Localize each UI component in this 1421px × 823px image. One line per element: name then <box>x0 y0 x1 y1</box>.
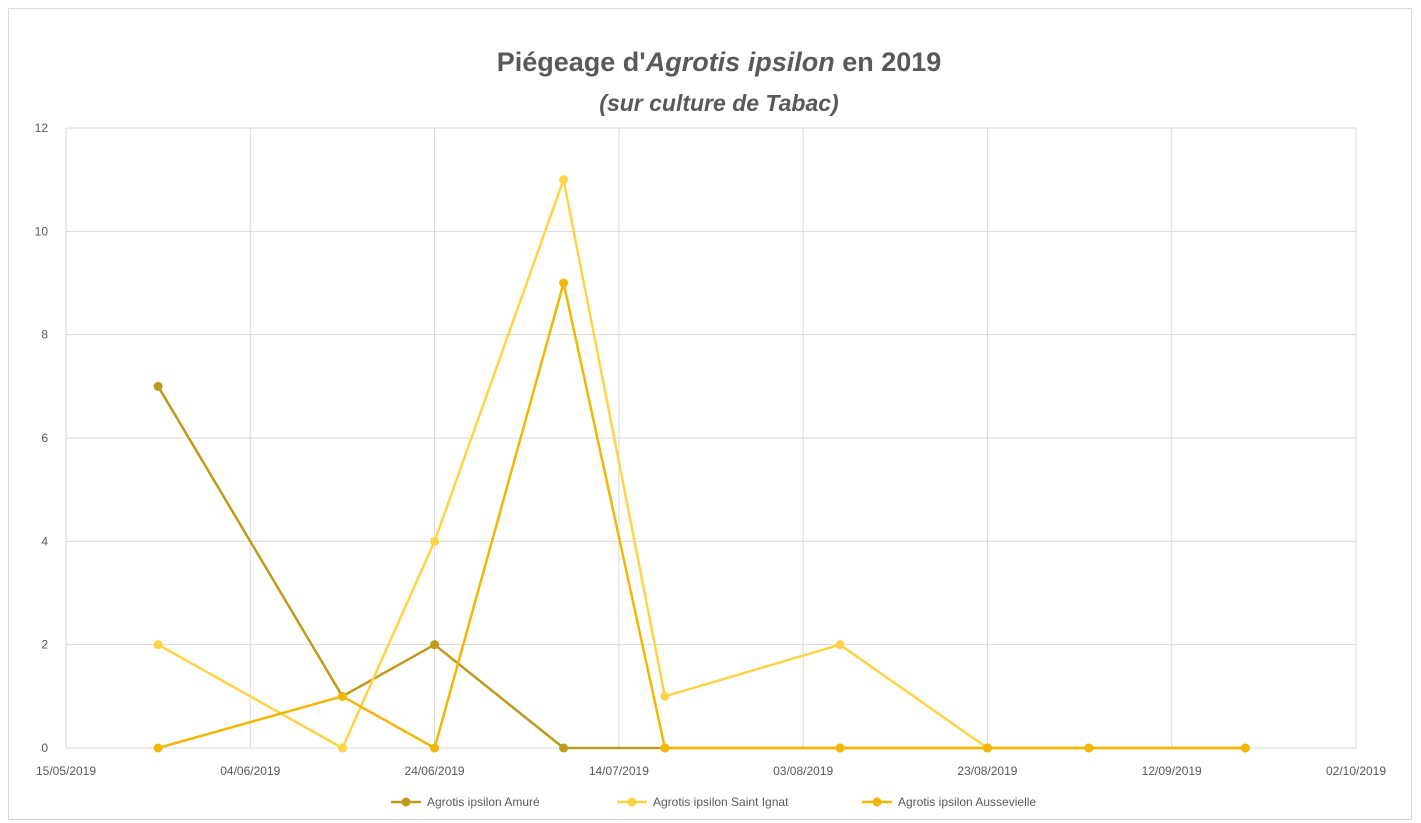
data-point <box>660 691 670 701</box>
x-tick-label: 12/09/2019 <box>1142 764 1202 778</box>
x-tick-label: 23/08/2019 <box>957 764 1017 778</box>
series-layer <box>153 175 1250 753</box>
y-tick-label: 10 <box>35 224 49 238</box>
data-point <box>430 743 440 753</box>
data-point <box>559 175 569 185</box>
chart-title-species: Agrotis ipsilon <box>645 47 835 77</box>
data-point <box>982 743 992 753</box>
legend-item: Agrotis ipsilon Aussevielle <box>862 795 1036 809</box>
chart-subtitle: (sur culture de Tabac) <box>599 90 838 116</box>
legend-label: Agrotis ipsilon Saint Ignat <box>653 795 789 809</box>
data-point <box>835 640 845 650</box>
data-point <box>153 640 163 650</box>
x-tick-label: 02/10/2019 <box>1326 764 1386 778</box>
chart-title-part1: Piégeage d' <box>497 47 646 77</box>
series-2 <box>153 175 1250 753</box>
data-point <box>559 743 569 753</box>
x-tick-label: 14/07/2019 <box>589 764 649 778</box>
x-tick-label: 03/08/2019 <box>773 764 833 778</box>
chart-title-part3: en 2019 <box>835 47 942 77</box>
x-tick-label: 15/05/2019 <box>36 764 96 778</box>
data-point <box>1084 743 1094 753</box>
data-point <box>153 381 163 391</box>
data-point <box>430 640 440 650</box>
x-tick-label: 24/06/2019 <box>405 764 465 778</box>
line-chart: Piégeage d'Agrotis ipsilon en 2019 (sur … <box>35 47 1387 809</box>
data-point <box>337 743 347 753</box>
legend-marker <box>872 797 882 807</box>
grid-layer <box>65 127 1357 749</box>
series-line <box>156 385 1247 750</box>
y-tick-label: 4 <box>41 534 48 548</box>
series-line <box>156 281 1247 750</box>
data-point <box>430 536 440 546</box>
series-1 <box>153 381 1250 753</box>
y-tick-label: 0 <box>41 741 48 755</box>
data-point <box>337 691 347 701</box>
series-3 <box>153 278 1250 753</box>
legend-label: Agrotis ipsilon Amuré <box>427 795 540 809</box>
data-point <box>835 743 845 753</box>
data-point <box>660 743 670 753</box>
legend-label: Agrotis ipsilon Aussevielle <box>898 795 1036 809</box>
data-point <box>559 278 569 288</box>
x-tick-label: 04/06/2019 <box>220 764 280 778</box>
legend-item: Agrotis ipsilon Saint Ignat <box>617 795 789 809</box>
y-tick-label: 12 <box>35 121 49 135</box>
data-point <box>1240 743 1250 753</box>
chart-title: Piégeage d'Agrotis ipsilon en 2019 <box>497 47 942 77</box>
axis-layer: 0 2 4 6 8 10 12 15/05/2019 04/06/2019 24/06/2019 1… <box>35 121 1387 778</box>
y-tick-label: 6 <box>41 431 48 445</box>
legend-marker <box>627 797 637 807</box>
chart-frame: Piégeage d'Agrotis ipsilon en 2019 (sur … <box>8 8 1412 820</box>
y-tick-label: 8 <box>41 328 48 342</box>
data-point <box>153 743 163 753</box>
legend: Agrotis ipsilon Amuré Agrotis ipsilon Sai… <box>391 795 1036 809</box>
legend-item: Agrotis ipsilon Amuré <box>391 795 540 809</box>
y-tick-label: 2 <box>41 638 48 652</box>
legend-marker <box>401 797 411 807</box>
